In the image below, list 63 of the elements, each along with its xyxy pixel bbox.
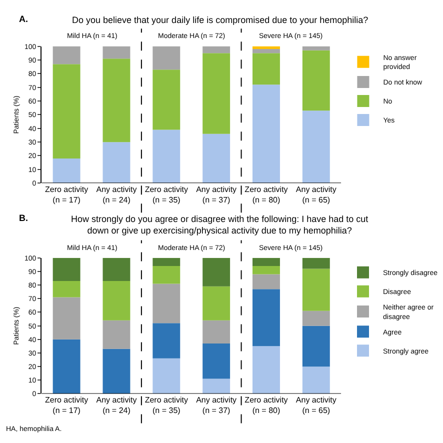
x-tick-label: Zero activity (n = 80)	[244, 185, 288, 205]
bar	[252, 53, 280, 85]
bar	[202, 134, 230, 184]
x-tick-label: Any activity (n = 37)	[196, 185, 237, 205]
bar	[252, 266, 280, 274]
bar	[152, 284, 180, 324]
bar	[302, 50, 330, 111]
bar	[202, 46, 230, 54]
bar	[52, 158, 80, 184]
bar	[152, 130, 180, 184]
bar	[102, 348, 130, 394]
bar	[52, 258, 80, 281]
bar	[252, 346, 280, 394]
x-tick-label: Any activity (n = 65)	[296, 185, 336, 205]
text: B.	[19, 213, 28, 223]
x-tick-label: Zero activity (n = 17)	[44, 396, 88, 416]
x-tick-label: Any activity (n = 24)	[96, 396, 137, 416]
bar	[202, 53, 230, 134]
bar	[152, 258, 180, 266]
bar	[252, 46, 280, 50]
bar	[202, 258, 230, 286]
bar	[202, 343, 230, 379]
bar	[202, 286, 230, 320]
bar	[302, 326, 330, 367]
x-tick-label: Any activity (n = 65)	[296, 396, 336, 416]
x-tick-label: Zero activity (n = 35)	[144, 396, 188, 416]
bar	[302, 46, 330, 50]
bar	[52, 339, 80, 394]
bar	[302, 366, 330, 394]
bar	[252, 49, 280, 54]
bar	[52, 297, 80, 340]
bar	[202, 320, 230, 344]
bar	[102, 320, 130, 349]
bar	[302, 310, 330, 326]
bar	[252, 289, 280, 346]
bar	[102, 142, 130, 184]
bar	[152, 266, 180, 284]
bar	[252, 84, 280, 184]
bar	[302, 268, 330, 311]
bar	[152, 46, 180, 70]
chart-title: Do you believe that your daily life is compromised due to your hemophilia?	[72, 15, 368, 25]
bar	[152, 358, 180, 394]
bar	[252, 258, 280, 266]
bar	[302, 258, 330, 269]
bar	[52, 280, 80, 298]
chart-title: How strongly do you agree or disagree with the following: I have had to cut down or give up exercising/physical activity due to my hemophilia?	[71, 214, 369, 236]
x-tick-label: Zero activity (n = 17)	[44, 185, 88, 205]
bar	[302, 110, 330, 184]
x-tick-label: Zero activity (n = 35)	[144, 185, 188, 205]
x-tick-label: Any activity (n = 37)	[196, 396, 237, 416]
bar	[152, 323, 180, 358]
bar	[52, 64, 80, 158]
bar	[52, 46, 80, 64]
text: A.	[19, 14, 28, 24]
bar	[102, 46, 130, 59]
bar	[152, 70, 180, 130]
x-tick-label: Any activity (n = 24)	[96, 185, 137, 205]
bar	[252, 274, 280, 290]
bar	[102, 258, 130, 281]
bar	[102, 58, 130, 142]
bar	[102, 280, 130, 320]
x-tick-label: Zero activity (n = 80)	[244, 396, 288, 416]
bar	[202, 378, 230, 394]
